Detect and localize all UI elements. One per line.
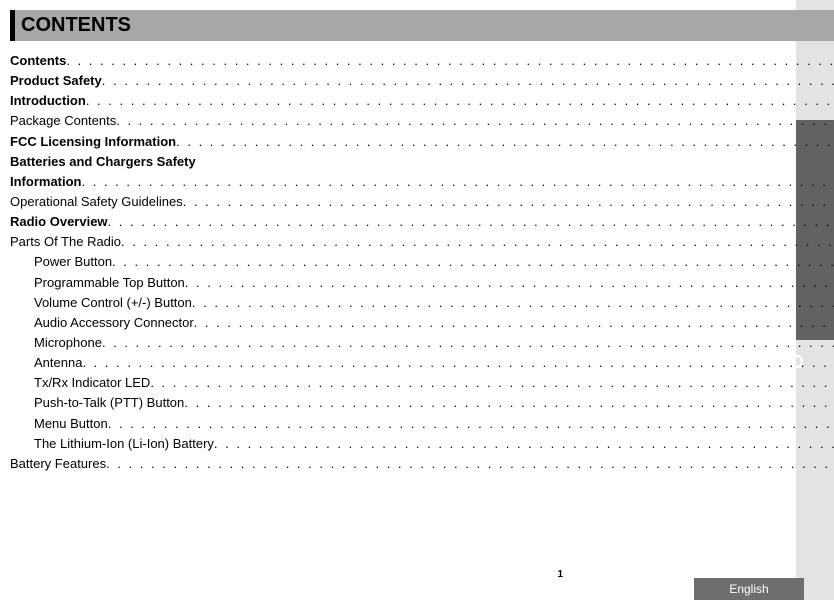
toc-line: Volume Control (+/-) Button10 — [10, 293, 834, 313]
toc-label: Contents — [10, 51, 66, 71]
toc-line: Antenna10 — [10, 353, 834, 373]
toc-line: Introduction4 — [10, 91, 834, 111]
toc-line: Contents1 — [10, 51, 834, 71]
toc-dots — [102, 71, 834, 91]
toc-line: Programmable Top Button10 — [10, 273, 834, 293]
toc-dots — [185, 273, 834, 293]
toc-line: Radio Overview9 — [10, 212, 834, 232]
toc-label: Introduction — [10, 91, 86, 111]
toc-label: Product Safety — [10, 71, 102, 91]
toc-label: Batteries and Chargers Safety — [10, 152, 196, 172]
toc-dots — [82, 172, 834, 192]
toc-dots — [183, 192, 834, 212]
toc-line: Microphone10 — [10, 333, 834, 353]
toc-dots — [150, 373, 834, 393]
toc-label: Tx/Rx Indicator LED — [10, 373, 150, 393]
toc-line: Operational Safety Guidelines8 — [10, 192, 834, 212]
toc-dots — [194, 313, 834, 333]
toc-line: FCC Licensing Information6 — [10, 132, 834, 152]
toc-dots — [102, 333, 834, 353]
toc-line: Package Contents4 — [10, 111, 834, 131]
toc-label: Volume Control (+/-) Button — [10, 293, 192, 313]
toc-label: Parts Of The Radio — [10, 232, 121, 252]
toc-dots — [176, 132, 834, 152]
footer-language: English — [694, 578, 804, 600]
toc-dots — [121, 232, 834, 252]
toc-line: Batteries and Chargers Safety — [10, 152, 834, 172]
toc-label: Antenna — [10, 353, 82, 373]
toc-label: Package Contents — [10, 111, 116, 131]
toc-dots — [106, 454, 834, 474]
toc-label: The Lithium-Ion (Li-Ion) Battery — [10, 434, 214, 454]
toc-line: Push-to-Talk (PTT) Button10 — [10, 393, 834, 413]
toc-line: The Lithium-Ion (Li-Ion) Battery10 — [10, 434, 834, 454]
page-number: 1 — [558, 569, 564, 580]
toc-label: Information — [10, 172, 82, 192]
toc-label: FCC Licensing Information — [10, 132, 176, 152]
columns: CONTENTS Contents1Product Safety3Introdu… — [10, 10, 779, 474]
toc-dots — [108, 414, 834, 434]
heading-box: CONTENTS — [10, 10, 834, 41]
toc-label: Battery Features — [10, 454, 106, 474]
toc-label: Microphone — [10, 333, 102, 353]
toc-line: Menu Button10 — [10, 414, 834, 434]
toc-label: Power Button — [10, 252, 112, 272]
toc-line: Audio Accessory Connector10 — [10, 313, 834, 333]
toc-dots — [82, 353, 834, 373]
toc-label: Menu Button — [10, 414, 108, 434]
toc-line: Parts Of The Radio9 — [10, 232, 834, 252]
toc-dots — [112, 252, 834, 272]
left-column: CONTENTS Contents1Product Safety3Introdu… — [10, 10, 834, 474]
toc-dots — [66, 51, 834, 71]
toc-dots — [108, 212, 834, 232]
toc-dots — [184, 393, 834, 413]
toc-label: Programmable Top Button — [10, 273, 185, 293]
toc-line: Power Button10 — [10, 252, 834, 272]
toc-label: Push-to-Talk (PTT) Button — [10, 393, 184, 413]
toc-line: Information7 — [10, 172, 834, 192]
toc-line: Battery Features12 — [10, 454, 834, 474]
content-area: CONTENTS Contents1Product Safety3Introdu… — [10, 10, 779, 560]
toc-line: Product Safety3 — [10, 71, 834, 91]
toc-label: Operational Safety Guidelines — [10, 192, 183, 212]
toc-label: Audio Accessory Connector — [10, 313, 194, 333]
toc-dots — [214, 434, 834, 454]
toc-line: Tx/Rx Indicator LED10 — [10, 373, 834, 393]
toc-label: Radio Overview — [10, 212, 108, 232]
toc-dots — [116, 111, 834, 131]
page-root: CONTENTS English 1 CONTENTS Contents1Pro… — [0, 0, 834, 600]
heading-text: CONTENTS — [21, 14, 131, 36]
left-toc-list: Contents1Product Safety3Introduction4Pac… — [10, 51, 834, 474]
toc-dots — [192, 293, 834, 313]
toc-dots — [86, 91, 834, 111]
toc-dots — [196, 152, 834, 172]
